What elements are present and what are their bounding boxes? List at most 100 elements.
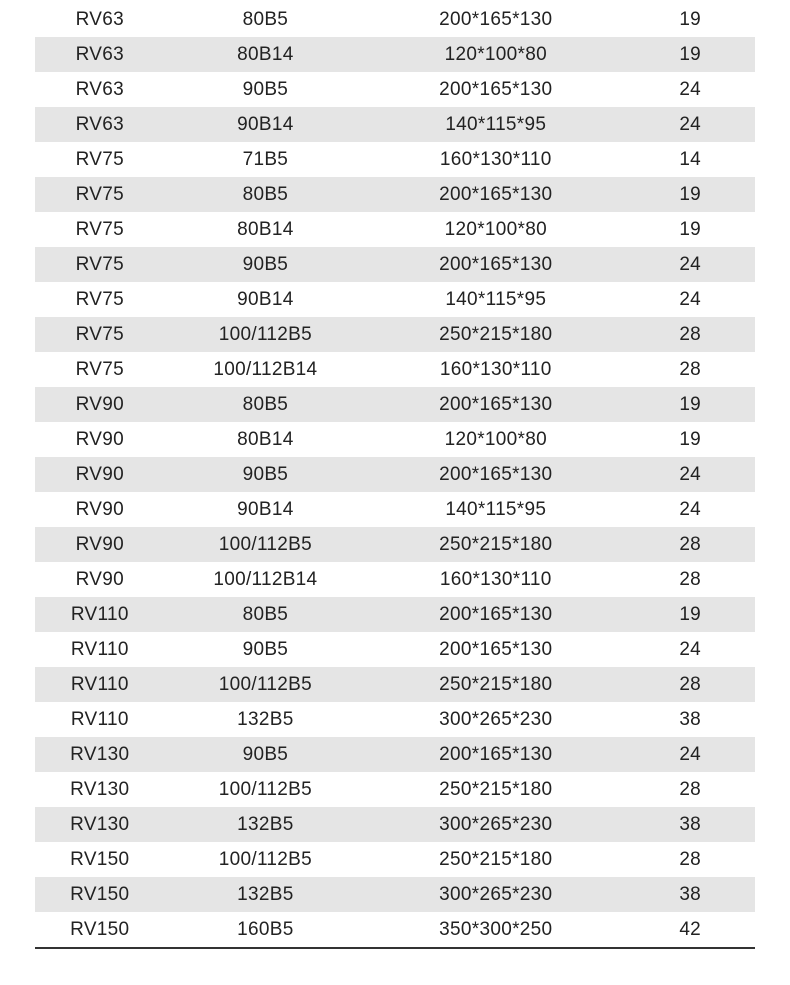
cell-model: RV75 [35,317,165,352]
cell-flange: 80B5 [165,597,367,632]
table-row: RV7580B5200*165*13019 [35,177,755,212]
table-row: RV130132B5300*265*23038 [35,807,755,842]
cell-flange: 80B14 [165,422,367,457]
table-row: RV6390B14140*115*9524 [35,107,755,142]
table-row: RV6380B5200*165*13019 [35,2,755,37]
cell-flange: 100/112B5 [165,527,367,562]
cell-dimensions: 200*165*130 [366,177,625,212]
cell-flange: 100/112B5 [165,842,367,877]
cell-model: RV63 [35,37,165,72]
cell-value: 24 [625,282,755,317]
cell-dimensions: 250*215*180 [366,667,625,702]
cell-model: RV130 [35,772,165,807]
cell-value: 19 [625,422,755,457]
table-row: RV75100/112B5250*215*18028 [35,317,755,352]
cell-value: 24 [625,632,755,667]
cell-value: 28 [625,562,755,597]
cell-dimensions: 250*215*180 [366,772,625,807]
cell-model: RV150 [35,912,165,947]
cell-model: RV75 [35,212,165,247]
cell-dimensions: 250*215*180 [366,842,625,877]
table-row: RV7580B14120*100*8019 [35,212,755,247]
table-row: RV7571B5160*130*11014 [35,142,755,177]
cell-model: RV110 [35,632,165,667]
table-row: RV7590B14140*115*9524 [35,282,755,317]
table-row: RV9080B14120*100*8019 [35,422,755,457]
cell-value: 24 [625,72,755,107]
cell-flange: 80B14 [165,37,367,72]
cell-model: RV75 [35,352,165,387]
cell-value: 19 [625,37,755,72]
cell-dimensions: 300*265*230 [366,807,625,842]
cell-dimensions: 300*265*230 [366,702,625,737]
cell-dimensions: 300*265*230 [366,877,625,912]
cell-model: RV150 [35,877,165,912]
cell-model: RV130 [35,807,165,842]
table-row: RV6380B14120*100*8019 [35,37,755,72]
cell-dimensions: 140*115*95 [366,492,625,527]
cell-value: 19 [625,177,755,212]
cell-dimensions: 200*165*130 [366,597,625,632]
cell-flange: 90B5 [165,72,367,107]
table-row: RV150132B5300*265*23038 [35,877,755,912]
cell-flange: 90B5 [165,247,367,282]
cell-model: RV150 [35,842,165,877]
cell-flange: 80B14 [165,212,367,247]
spec-table: RV6380B5200*165*13019RV6380B14120*100*80… [35,2,755,947]
cell-model: RV75 [35,247,165,282]
cell-dimensions: 200*165*130 [366,737,625,772]
cell-flange: 80B5 [165,177,367,212]
cell-flange: 100/112B5 [165,667,367,702]
cell-flange: 90B14 [165,492,367,527]
cell-model: RV90 [35,387,165,422]
cell-value: 28 [625,352,755,387]
table-row: RV110100/112B5250*215*18028 [35,667,755,702]
cell-flange: 80B5 [165,2,367,37]
cell-model: RV110 [35,702,165,737]
cell-model: RV90 [35,457,165,492]
cell-value: 28 [625,772,755,807]
table-row: RV6390B5200*165*13024 [35,72,755,107]
cell-model: RV75 [35,177,165,212]
table-row: RV130100/112B5250*215*18028 [35,772,755,807]
table-row: RV7590B5200*165*13024 [35,247,755,282]
cell-flange: 90B5 [165,737,367,772]
cell-dimensions: 250*215*180 [366,527,625,562]
table-row: RV90100/112B14160*130*11028 [35,562,755,597]
table-row: RV13090B5200*165*13024 [35,737,755,772]
cell-model: RV63 [35,2,165,37]
cell-value: 19 [625,2,755,37]
cell-dimensions: 200*165*130 [366,2,625,37]
cell-dimensions: 120*100*80 [366,422,625,457]
cell-value: 28 [625,317,755,352]
cell-model: RV63 [35,72,165,107]
cell-model: RV75 [35,142,165,177]
cell-dimensions: 160*130*110 [366,142,625,177]
cell-dimensions: 120*100*80 [366,212,625,247]
cell-dimensions: 160*130*110 [366,352,625,387]
cell-dimensions: 200*165*130 [366,457,625,492]
cell-flange: 100/112B14 [165,352,367,387]
cell-value: 24 [625,247,755,282]
cell-dimensions: 140*115*95 [366,107,625,142]
cell-model: RV130 [35,737,165,772]
cell-flange: 90B14 [165,282,367,317]
cell-flange: 100/112B14 [165,562,367,597]
table-row: RV11080B5200*165*13019 [35,597,755,632]
cell-value: 38 [625,877,755,912]
cell-value: 24 [625,737,755,772]
table-row: RV90100/112B5250*215*18028 [35,527,755,562]
table-row: RV150100/112B5250*215*18028 [35,842,755,877]
table-row: RV9090B14140*115*9524 [35,492,755,527]
cell-value: 28 [625,842,755,877]
cell-flange: 71B5 [165,142,367,177]
cell-value: 24 [625,457,755,492]
cell-model: RV110 [35,667,165,702]
cell-value: 24 [625,492,755,527]
spec-table-body: RV6380B5200*165*13019RV6380B14120*100*80… [35,2,755,947]
cell-flange: 80B5 [165,387,367,422]
cell-value: 14 [625,142,755,177]
cell-model: RV90 [35,527,165,562]
cell-flange: 132B5 [165,807,367,842]
cell-dimensions: 350*300*250 [366,912,625,947]
